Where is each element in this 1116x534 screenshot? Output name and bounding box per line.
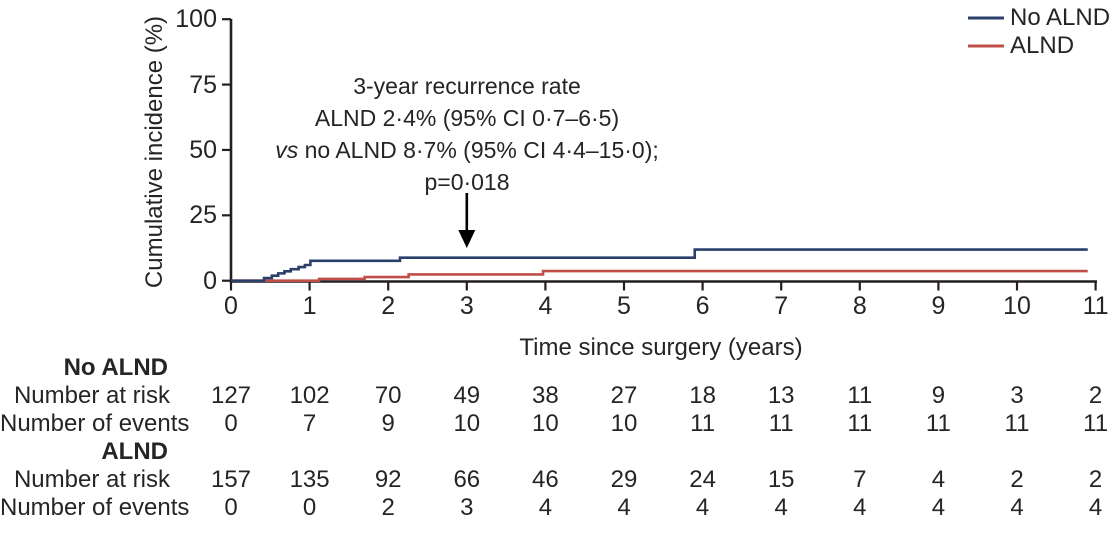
risk-value: 46 [532,466,559,493]
y-tick-label: 100 [175,5,217,34]
risk-value: 4 [1010,494,1024,521]
risk-value: 4 [538,494,553,521]
annotation-line-3-rest: no ALND 8·7% (95% CI 4·4–15·0); [298,137,659,163]
risk-value: 38 [532,382,559,409]
x-axis-label: Time since surgery (years) [519,334,803,361]
legend-label-alnd: ALND [1010,32,1075,59]
risk-row-label-number-at-risk: Number at risk [13,466,170,493]
x-tick-label: 9 [931,292,946,320]
risk-value: 2 [381,494,395,521]
risk-value: 157 [210,466,252,493]
risk-value: 11 [847,410,873,437]
risk-value: 11 [847,382,873,409]
risk-value: 7 [853,466,867,493]
risk-group-header-alnd: ALND [101,438,168,465]
risk-value: 92 [374,466,402,493]
risk-value: 11 [1004,410,1030,437]
risk-value: 2 [1088,466,1103,493]
risk-value: 10 [610,410,638,437]
risk-value: 24 [689,466,716,493]
x-tick-label: 11 [1082,292,1109,320]
risk-value: 11 [690,410,716,437]
y-tick-label: 75 [189,70,217,99]
risk-value: 29 [610,466,638,493]
risk-value: 3 [460,494,474,521]
x-tick-label: 4 [538,292,553,320]
annotation: 3-year recurrence rate ALND 2·4% (95% CI… [247,70,687,198]
risk-value: 2 [1088,382,1103,409]
risk-value: 4 [774,494,788,521]
y-tick-label: 25 [189,201,217,230]
x-tick-label: 1 [302,292,317,320]
risk-value: 2 [1010,466,1024,493]
series-alnd [231,269,1088,282]
risk-value: 18 [689,382,716,409]
x-tick-label: 0 [224,292,238,320]
x-tick-label: 7 [774,292,789,320]
annotation-line-1: 3-year recurrence rate [353,73,581,99]
risk-value: 27 [610,382,638,409]
risk-value: 7 [302,410,317,437]
risk-value: 135 [289,466,330,493]
y-tick-label: 0 [203,266,217,295]
risk-row-label-number-at-risk: Number at risk [13,382,170,409]
y-tick-label: 50 [189,135,217,164]
risk-value: 0 [224,410,238,437]
annotation-line-3: vs no ALND 8·7% (95% CI 4·4–15·0); [247,134,687,166]
risk-value: 3 [1010,382,1024,409]
risk-value: 4 [853,494,867,521]
x-tick-label: 5 [617,292,631,320]
risk-value: 4 [617,494,631,521]
x-tick-label: 6 [695,292,710,320]
annotation-line-2: ALND 2·4% (95% CI 0·7–6·5) [314,105,620,131]
risk-row-label-number-of-events: Number of events [0,410,190,437]
legend-label-no-alnd: No ALND [1010,4,1111,31]
risk-value: 127 [210,382,252,409]
risk-value: 102 [289,382,330,409]
risk-value: 0 [302,494,317,521]
x-tick-label: 3 [459,292,474,320]
risk-value: 11 [768,410,794,437]
risk-value: 10 [453,410,481,437]
risk-value: 15 [767,466,795,493]
annotation-arrow-head [458,230,476,248]
risk-value: 4 [931,494,946,521]
risk-value: 70 [374,382,402,409]
risk-group-header-no-alnd: No ALND [63,354,168,381]
risk-value: 4 [695,494,710,521]
x-tick-label: 10 [1003,292,1031,320]
annotation-line-4: p=0·018 [424,169,510,195]
risk-value: 0 [224,494,238,521]
risk-value: 11 [1083,410,1109,437]
risk-value: 4 [1088,494,1103,521]
risk-value: 13 [767,382,795,409]
series-no-alnd [231,248,1088,282]
risk-value: 49 [453,382,481,409]
risk-value: 4 [931,466,946,493]
annotation-vs: vs [275,137,299,163]
risk-value: 9 [381,410,395,437]
x-tick-label: 2 [381,292,396,320]
risk-row-label-number-of-events: Number of events [0,494,190,521]
risk-value: 9 [931,382,946,409]
risk-value: 11 [925,410,951,437]
risk-value: 66 [453,466,481,493]
x-tick-label: 8 [852,292,867,320]
risk-value: 10 [532,410,559,437]
